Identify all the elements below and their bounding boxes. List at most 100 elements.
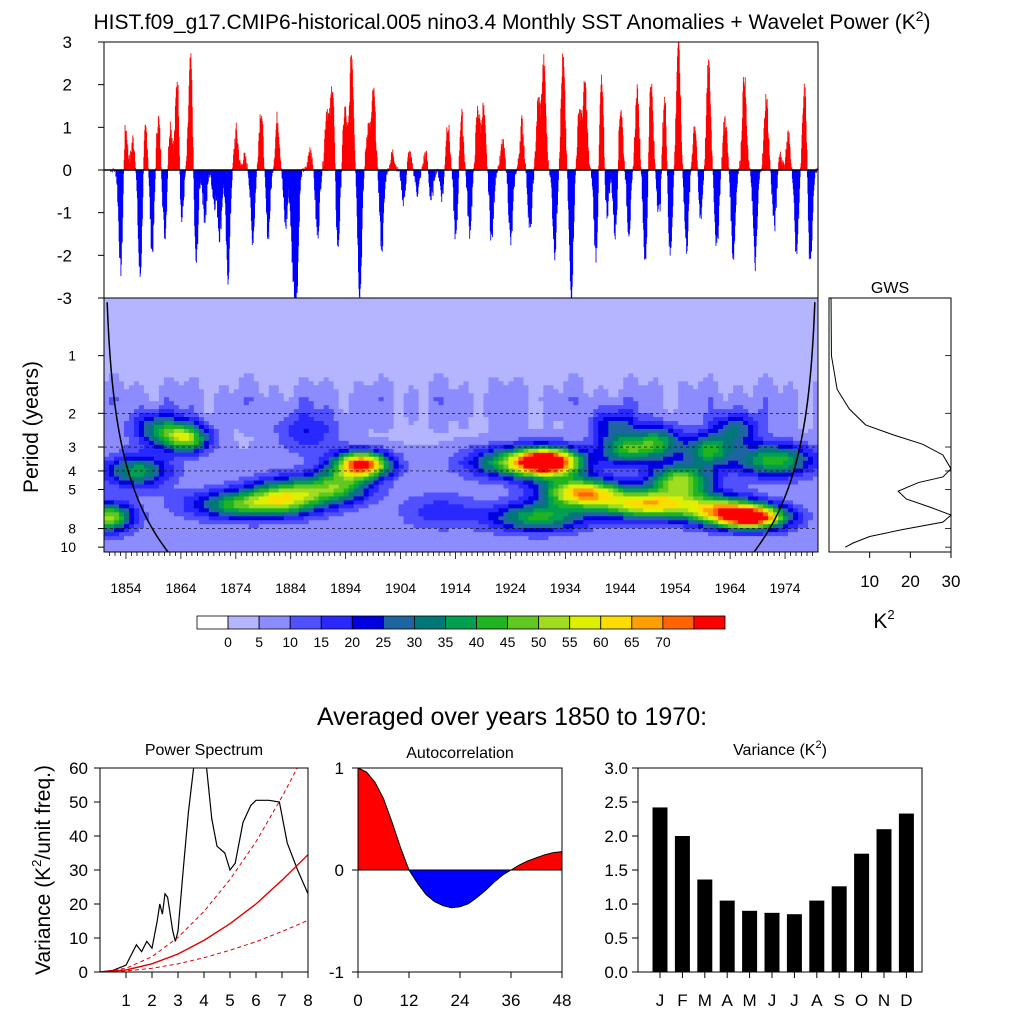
wavelet-cell <box>378 353 385 359</box>
wavelet-cell <box>348 365 355 371</box>
wavelet-cell <box>578 377 584 382</box>
wavelet-cell <box>783 353 789 359</box>
anomaly-bar <box>368 122 369 170</box>
wavelet-cell <box>683 337 689 343</box>
anomaly-bar <box>158 115 159 170</box>
wavelet-cell <box>568 377 574 382</box>
wavelet-cell <box>728 305 734 311</box>
wavelet-cell <box>768 329 774 335</box>
wavelet-cell <box>248 365 255 371</box>
wavelet-cell <box>723 373 729 378</box>
anomaly-bar <box>286 170 288 215</box>
wavelet-cell <box>798 373 804 378</box>
anomaly-bar <box>415 170 417 186</box>
wavelet-cell <box>353 369 360 375</box>
wavelet-cell <box>368 373 375 378</box>
anomaly-bar <box>295 170 297 298</box>
wavelet-cell <box>283 385 290 390</box>
wavelet-cell <box>718 377 724 382</box>
wavelet-cell <box>733 353 739 359</box>
wavelet-cell <box>448 301 455 307</box>
anomaly-bar <box>151 170 153 249</box>
wavelet-cell <box>468 369 475 375</box>
wavelet-cell <box>808 321 814 327</box>
wavelet-cell <box>168 337 175 343</box>
wavelet-cell <box>713 349 719 355</box>
wavelet-cell <box>233 385 240 390</box>
wavelet-cell <box>398 298 405 303</box>
wavelet-cell <box>673 345 679 351</box>
anomaly-bar <box>200 170 201 179</box>
wavelet-cell <box>588 313 594 319</box>
wavelet-cell <box>503 337 510 343</box>
anomaly-bar <box>804 97 806 170</box>
wavelet-cell <box>693 333 699 339</box>
wavelet-cell <box>403 333 410 339</box>
wavelet-cell <box>148 369 155 375</box>
wavelet-cell <box>458 305 465 311</box>
wavelet-cell <box>483 337 490 343</box>
wavelet-cell <box>783 309 789 315</box>
wavelet-cell <box>133 365 140 371</box>
wavelet-cell <box>153 381 160 386</box>
wavelet-cell <box>138 337 145 343</box>
wavelet-cell <box>448 357 455 363</box>
wavelet-cell <box>358 341 365 347</box>
wavelet-cell <box>653 309 659 315</box>
wavelet-cell <box>723 333 729 339</box>
wavelet-cell <box>778 313 784 319</box>
wavelet-cell <box>358 365 365 371</box>
wavelet-cell <box>508 357 515 363</box>
wavelet-cell <box>733 329 739 335</box>
anomaly-bar <box>601 91 603 170</box>
wavelet-cell <box>303 333 310 339</box>
wavelet-cell <box>388 353 395 359</box>
wavelet-cell <box>303 309 310 315</box>
wavelet-cell <box>323 389 330 394</box>
wavelet-cell <box>458 353 465 359</box>
anomaly-bar <box>243 152 245 170</box>
wavelet-cell <box>423 361 430 367</box>
wavelet-cell <box>213 321 220 327</box>
wavelet-cell <box>758 309 764 315</box>
wavelet-cell <box>678 305 684 311</box>
wavelet-cell <box>268 381 275 386</box>
anomaly-bar <box>133 150 135 170</box>
wavelet-cell <box>653 365 659 371</box>
anomaly-bar <box>475 132 477 170</box>
wavelet-cell <box>288 321 295 327</box>
wavelet-cell <box>418 317 425 323</box>
wavelet-cell <box>683 349 689 355</box>
wavelet-cell <box>773 385 779 390</box>
wavelet-cell <box>173 361 180 367</box>
wavelet-cell <box>628 353 634 359</box>
wavelet-cell <box>453 341 460 347</box>
wavelet-cell <box>168 381 175 386</box>
wavelet-cell <box>618 329 624 335</box>
wavelet-cell <box>178 345 185 351</box>
wavelet-cell <box>163 365 170 371</box>
wavelet-cell <box>693 349 699 355</box>
wavelet-cell <box>258 313 265 319</box>
anomaly-bar <box>356 170 358 217</box>
anomaly-bar <box>754 170 756 272</box>
wavelet-cell <box>408 337 415 343</box>
wavelet-cell <box>178 301 185 307</box>
wavelet-cell <box>128 325 135 331</box>
wavelet-cell <box>138 361 145 367</box>
wavelet-cell <box>633 305 639 311</box>
anomaly-bar <box>553 170 555 236</box>
anomaly-bar <box>294 170 296 298</box>
wavelet-cell <box>383 381 390 386</box>
wavelet-cell <box>808 329 814 335</box>
wavelet-cell <box>373 305 380 311</box>
anomaly-bar <box>447 132 449 170</box>
anomaly-bar <box>314 170 315 191</box>
anomaly-bar <box>524 164 526 170</box>
wavelet-cell <box>683 377 689 382</box>
wavelet-cell <box>553 389 559 394</box>
anomaly-bar <box>311 157 313 170</box>
anomaly-bar <box>806 142 807 170</box>
wavelet-cell <box>553 298 559 303</box>
wavelet-cell <box>178 381 185 386</box>
